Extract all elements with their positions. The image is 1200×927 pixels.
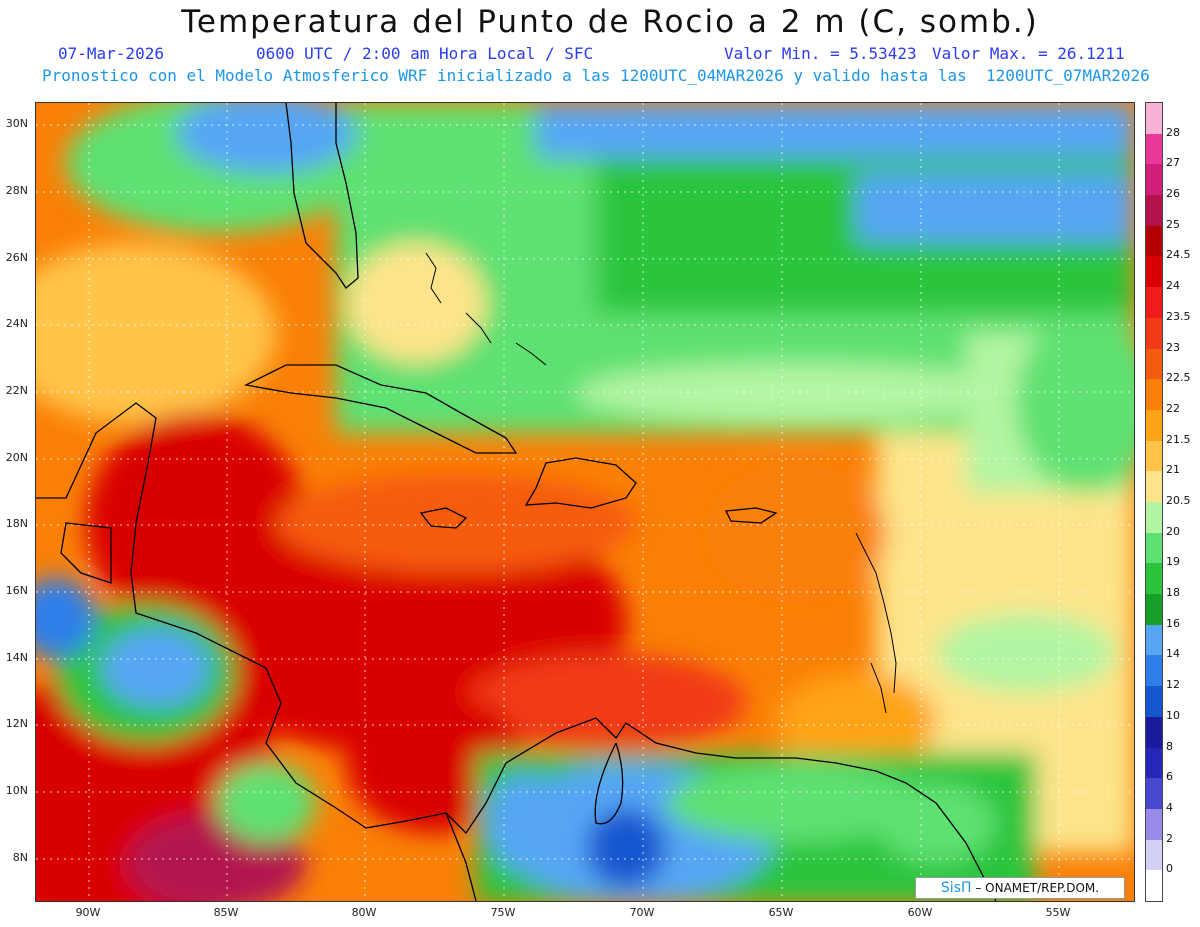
color-scale-label: 24.5 [1166, 248, 1191, 262]
lat-label: 18N [5, 517, 28, 530]
color-scale-label: 20 [1166, 524, 1180, 538]
max-value: Valor Max. = 26.1211 [932, 44, 1125, 63]
color-scale-label: 20.5 [1166, 494, 1191, 507]
model-info: Pronostico con el Modelo Atmosferico WRF… [42, 66, 1150, 85]
lon-label: 80W [351, 906, 377, 919]
color-scale-label: 23.5 [1166, 309, 1191, 323]
color-scale-label: 14 [1166, 647, 1180, 661]
color-scale-cell [1146, 532, 1162, 564]
color-scale-cell [1146, 778, 1162, 810]
color-scale-cell [1146, 808, 1162, 841]
lat-label: 14N [5, 651, 28, 664]
lat-label: 16N [5, 584, 28, 597]
color-scale-cell [1146, 195, 1162, 227]
color-scale-cell [1146, 839, 1162, 871]
color-scale-cell [1146, 655, 1162, 687]
lat-label: 30N [5, 117, 28, 130]
lon-label: 55W [1045, 906, 1071, 919]
color-scale-label: 12 [1166, 678, 1180, 692]
color-scale-label: 2 [1166, 831, 1173, 845]
lat-label: 24N [5, 317, 28, 330]
color-scale-cell [1146, 747, 1162, 779]
color-scale-label: 8 [1166, 739, 1173, 753]
color-scale-cell [1146, 716, 1162, 749]
color-scale-cell [1146, 409, 1162, 442]
color-scale-cell [1146, 440, 1162, 472]
color-scale-label: 6 [1166, 770, 1173, 784]
color-scale-bar [1145, 102, 1163, 902]
color-scale-cell [1146, 870, 1162, 902]
color-scale-label: 0 [1166, 862, 1173, 876]
lat-label: 10N [5, 784, 28, 797]
lon-label: 60W [907, 906, 933, 919]
lat-label: 28N [5, 184, 28, 197]
color-scale-cell [1146, 133, 1162, 165]
color-scale-cell [1146, 317, 1162, 350]
color-scale-label: 26 [1166, 187, 1180, 201]
color-scale-cell [1146, 563, 1162, 595]
color-scale-cell [1146, 379, 1162, 411]
lon-label: 85W [213, 906, 239, 919]
lat-label: 20N [5, 451, 28, 464]
color-scale-cell [1146, 624, 1162, 656]
color-scale-cell [1146, 502, 1162, 534]
lat-label: 8N [12, 851, 28, 864]
dewpoint-map [35, 102, 1135, 902]
color-scale-label: 22 [1166, 401, 1180, 415]
color-scale-cell [1146, 686, 1162, 718]
color-scale-cell [1146, 348, 1162, 380]
logo-sis: SisΠ [940, 880, 972, 896]
color-scale-label: 4 [1166, 800, 1173, 814]
color-scale-cell [1146, 287, 1162, 319]
logo-text: – ONAMET/REP.DOM. [975, 881, 1100, 895]
forecast-date: 07-Mar-2026 [58, 44, 164, 63]
color-scale-cell [1146, 164, 1162, 196]
color-scale-label: 18 [1166, 586, 1180, 600]
lon-label: 90W [75, 906, 101, 919]
lon-label: 75W [490, 906, 516, 919]
color-scale-cell [1146, 225, 1162, 257]
lon-label: 65W [768, 906, 794, 919]
min-value: Valor Min. = 5.53423 [724, 44, 917, 63]
color-scale-label: 25 [1166, 217, 1180, 231]
color-scale-cell [1146, 103, 1162, 135]
color-scale-label: 27 [1166, 156, 1180, 170]
lat-label: 12N [5, 717, 28, 730]
color-scale-label: 28 [1166, 125, 1180, 139]
color-scale-cell [1146, 471, 1162, 503]
color-scale-cell [1146, 256, 1162, 288]
lat-label: 22N [5, 384, 28, 397]
color-scale-label: 23 [1166, 340, 1180, 354]
lon-label: 70W [629, 906, 655, 919]
color-scale-label: 16 [1166, 616, 1180, 630]
color-scale-cell [1146, 594, 1162, 626]
color-scale-label: 10 [1166, 708, 1180, 722]
forecast-time: 0600 UTC / 2:00 am Hora Local / SFC [256, 44, 594, 63]
color-scale-label: 19 [1166, 555, 1180, 569]
map-field [36, 103, 1134, 901]
sispi-onamet-logo: SisΠ – ONAMET/REP.DOM. [915, 877, 1125, 899]
color-scale-label: 22.5 [1166, 371, 1191, 385]
color-scale-label: 21.5 [1166, 432, 1191, 446]
map-title: Temperatura del Punto de Rocio a 2 m (C,… [181, 4, 1039, 40]
lat-label: 26N [5, 251, 28, 264]
color-scale-label: 24 [1166, 279, 1180, 293]
color-scale-label: 21 [1166, 463, 1180, 477]
